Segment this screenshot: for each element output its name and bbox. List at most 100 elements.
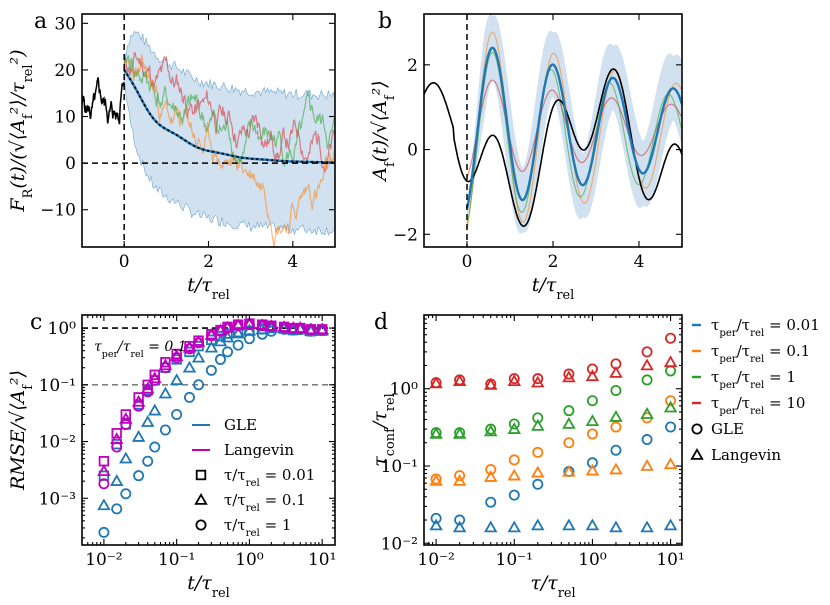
data-point-orange-triangle <box>663 457 678 470</box>
data-point-magenta-circle <box>305 324 317 336</box>
legend-label: GLE <box>224 416 257 434</box>
data-point-blue-triangle <box>609 520 623 533</box>
legend-label: τ/τrel = 0.01 <box>224 466 315 489</box>
x-tick-label: 0 <box>462 252 473 272</box>
data-point-blue-triangle <box>231 326 245 339</box>
data-point-orange-circle <box>586 428 598 440</box>
legend-marker-triangle <box>194 492 208 505</box>
data-point-blue-triangle <box>640 520 654 533</box>
data-point-red-triangle <box>507 374 522 387</box>
data-point-orange-triangle <box>585 463 600 476</box>
data-point-blue-triangle <box>204 340 219 353</box>
data-point-blue-triangle <box>158 386 173 399</box>
data-point-blue-triangle <box>531 518 545 531</box>
data-point-blue-circle <box>610 444 622 456</box>
data-point-red-triangle <box>585 369 600 382</box>
panel-letter: a <box>34 9 47 34</box>
data-point-blue-circle <box>98 526 110 538</box>
data-point-magenta-circle <box>159 362 171 374</box>
data-point-orange-circle <box>508 454 520 466</box>
analytic-mean <box>123 69 335 164</box>
data-point-red-triangle <box>452 374 467 387</box>
data-point-red-triangle <box>609 365 623 378</box>
sample-trajectory-3 <box>123 53 335 167</box>
axes-frame <box>423 314 683 546</box>
data-point-blue-circle <box>485 496 497 508</box>
legend-marker-triangle <box>690 447 704 460</box>
legend-label: τper/τrel = 1 <box>711 368 796 391</box>
x-tick-label: 10⁰ <box>578 550 607 570</box>
data-point-blue-triangle <box>148 403 162 416</box>
data-point-orange-circle <box>532 446 544 458</box>
data-point-orange-triangle <box>507 468 522 481</box>
data-point-orange-triangle <box>609 462 623 475</box>
data-point-green-triangle <box>452 426 467 439</box>
data-point-magenta-circle <box>120 418 132 430</box>
data-point-blue-circle <box>159 424 171 436</box>
data-point-magenta-triangle <box>220 320 235 333</box>
legend-marker-circle <box>195 519 207 531</box>
data-point-blue-circle <box>171 408 183 420</box>
data-point-magenta-triangle <box>304 322 318 335</box>
x-tick-label: 10¹ <box>308 550 336 570</box>
y-tick-label: 10⁻² <box>381 534 418 554</box>
data-point-blue-triangle <box>585 518 600 531</box>
data-point-magenta-triangle <box>277 320 291 332</box>
x-tick-label: 0 <box>119 252 130 272</box>
data-point-magenta-triangle <box>255 318 269 331</box>
data-point-red-triangle <box>429 376 443 389</box>
data-point-magenta-circle <box>205 330 217 342</box>
data-point-magenta-circle <box>149 374 161 386</box>
data-point-red-triangle <box>640 358 654 371</box>
data-point-magenta-circle <box>193 337 205 349</box>
x-tick-label: 10⁻² <box>85 550 122 570</box>
data-point-blue-circle <box>532 478 544 490</box>
legend-marker-square <box>195 469 207 481</box>
data-point-blue-triangle <box>507 520 522 533</box>
data-point-magenta-circle <box>294 323 306 335</box>
uncertainty-band <box>123 30 335 237</box>
y-tick-label: 10⁰ <box>48 319 77 339</box>
sample-trajectory-1 <box>123 52 335 173</box>
data-point-green-triangle <box>483 424 498 437</box>
y-tick-label: 0 <box>407 141 418 161</box>
data-point-red-circle <box>508 373 520 385</box>
data-point-red-triangle <box>663 355 678 368</box>
panel-letter: c <box>30 310 42 335</box>
data-point-green-triangle <box>663 400 678 413</box>
annotation: τper/τrel = 0.1 <box>94 339 187 360</box>
data-point-red-circle <box>563 368 575 380</box>
data-point-magenta-triangle <box>119 411 133 424</box>
x-axis-label: t/τrel <box>187 274 230 303</box>
legend-label: GLE <box>711 420 744 438</box>
data-point-blue-circle <box>265 325 277 337</box>
data-point-orange-circle <box>454 470 466 482</box>
data-point-magenta-triangle <box>204 328 219 340</box>
data-point-green-circle <box>586 395 598 407</box>
y-tick-label: 10⁻³ <box>39 489 76 509</box>
data-point-blue-triangle <box>191 350 206 363</box>
data-point-green-triangle <box>585 414 600 427</box>
reference-trajectory <box>424 68 682 228</box>
history-trajectory <box>82 77 125 125</box>
data-point-magenta-circle <box>111 441 123 453</box>
legend-label: τper/τrel = 0.01 <box>711 316 820 339</box>
x-tick-label: 10¹ <box>656 550 684 570</box>
data-point-green-triangle <box>507 422 522 434</box>
y-tick-label: −10 <box>40 201 76 221</box>
data-point-green-triangle <box>640 407 654 419</box>
panel-letter: b <box>378 9 392 34</box>
legend-label: Langevin <box>711 446 781 464</box>
data-point-green-circle <box>641 374 653 386</box>
panel-letter: d <box>374 310 388 335</box>
data-point-magenta-circle <box>142 386 154 398</box>
data-point-blue-triangle <box>220 330 235 343</box>
x-tick-label: 2 <box>548 252 559 272</box>
y-tick-label: 10⁻² <box>39 433 76 453</box>
x-tick-label: 10⁻² <box>417 550 454 570</box>
data-point-orange-triangle <box>429 473 443 486</box>
data-point-magenta-circle <box>171 352 183 364</box>
data-point-blue-circle <box>586 457 598 469</box>
data-point-magenta-square <box>149 369 160 381</box>
